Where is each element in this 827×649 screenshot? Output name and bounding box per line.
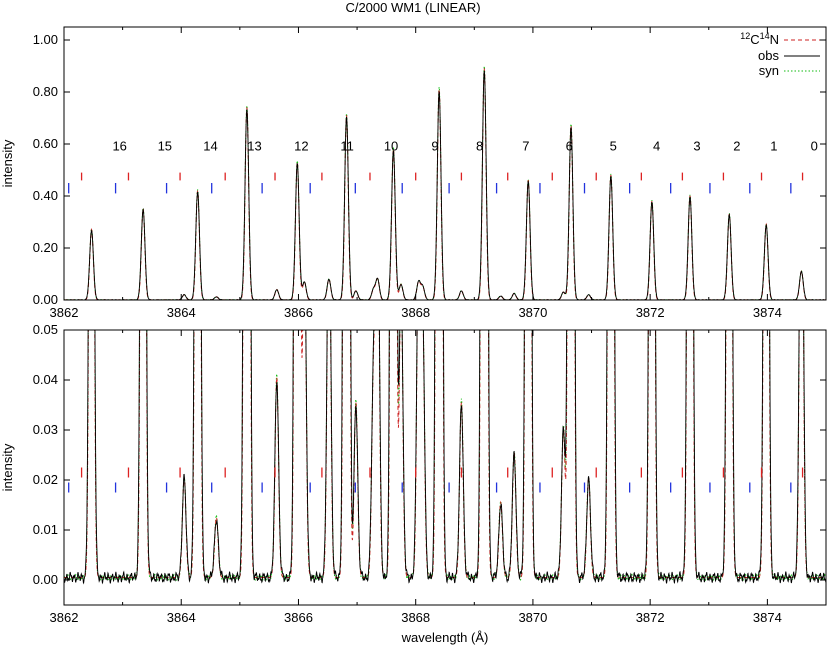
branch-label: 5 — [610, 139, 617, 154]
branch-label: 4 — [653, 139, 660, 154]
branch-label: 6 — [566, 139, 573, 154]
x-tick-label: 3866 — [284, 610, 313, 625]
x-tick-label: 3862 — [50, 610, 79, 625]
x-tick-label: 3870 — [518, 610, 547, 625]
x-tick-label: 3868 — [401, 610, 430, 625]
series-line-obs — [64, 70, 826, 300]
plot-frame — [63, 26, 827, 301]
figure-title: C/2000 WM1 (LINEAR) — [345, 0, 480, 15]
branch-label: 0 — [811, 139, 818, 154]
x-tick-label: 3870 — [518, 305, 547, 320]
y-tick-label: 0.01 — [33, 522, 58, 537]
branch-label: 16 — [112, 139, 126, 154]
x-tick-label: 3872 — [636, 610, 665, 625]
branch-label: 7 — [522, 139, 529, 154]
y-tick-label: 0.02 — [33, 472, 58, 487]
x-tick-label: 3872 — [636, 305, 665, 320]
y-tick-label: 0.40 — [33, 188, 58, 203]
y-tick-label: 1.00 — [33, 32, 58, 47]
upper-panel: 3862 3864 3866 3868 3870 3872 38740.000.200.40… — [0, 26, 827, 320]
y-tick-label: 0.00 — [33, 292, 58, 307]
y-tick-label: 0.03 — [33, 422, 58, 437]
branch-label: 14 — [203, 139, 217, 154]
legend-label-12C14N: 12C14N — [740, 31, 779, 47]
branch-label: 1 — [770, 139, 777, 154]
series-line-obs — [64, 330, 826, 585]
spectra-series-group — [64, 66, 826, 300]
y-tick-label: 0.80 — [33, 84, 58, 99]
branch-label: 15 — [158, 139, 172, 154]
y-tick-label: 0.60 — [33, 136, 58, 151]
branch-label: 3 — [693, 139, 700, 154]
plot-frame — [63, 329, 827, 606]
legend-label-obs: obs — [758, 48, 779, 63]
branch-label: 8 — [476, 139, 483, 154]
series-line-syn — [64, 66, 826, 300]
branch-label: 11 — [340, 139, 354, 154]
lower-panel: 3862 3864 3866 3868 3870 3872 3874 0.00 0.01 0.02… — [0, 322, 827, 645]
spectra-series-group — [64, 330, 826, 585]
y-tick-label: 0.20 — [33, 240, 58, 255]
branch-label: 13 — [247, 139, 261, 154]
x-tick-label: 3862 — [50, 305, 79, 320]
branch-label: 9 — [431, 139, 438, 154]
branch-label: 10 — [384, 139, 398, 154]
y-tick-label: 0.00 — [33, 572, 58, 587]
y-axis-label: intensity — [0, 443, 15, 491]
x-axis-label: wavelength (Å) — [401, 630, 489, 645]
branch-label: 2 — [733, 139, 740, 154]
x-tick-label: 3864 — [167, 610, 196, 625]
x-tick-label: 3874 — [753, 610, 782, 625]
branch-label: 12 — [294, 139, 308, 154]
y-tick-label: 0.04 — [33, 372, 58, 387]
x-tick-label: 3868 — [401, 305, 430, 320]
y-axis-label: intensity — [0, 139, 15, 187]
x-tick-label: 3866 — [284, 305, 313, 320]
x-tick-label: 3864 — [167, 305, 196, 320]
series-line-12C14N — [64, 68, 826, 300]
x-tick-label: 3874 — [753, 305, 782, 320]
y-tick-label: 0.05 — [33, 322, 58, 337]
legend-label-syn: syn — [759, 63, 779, 78]
